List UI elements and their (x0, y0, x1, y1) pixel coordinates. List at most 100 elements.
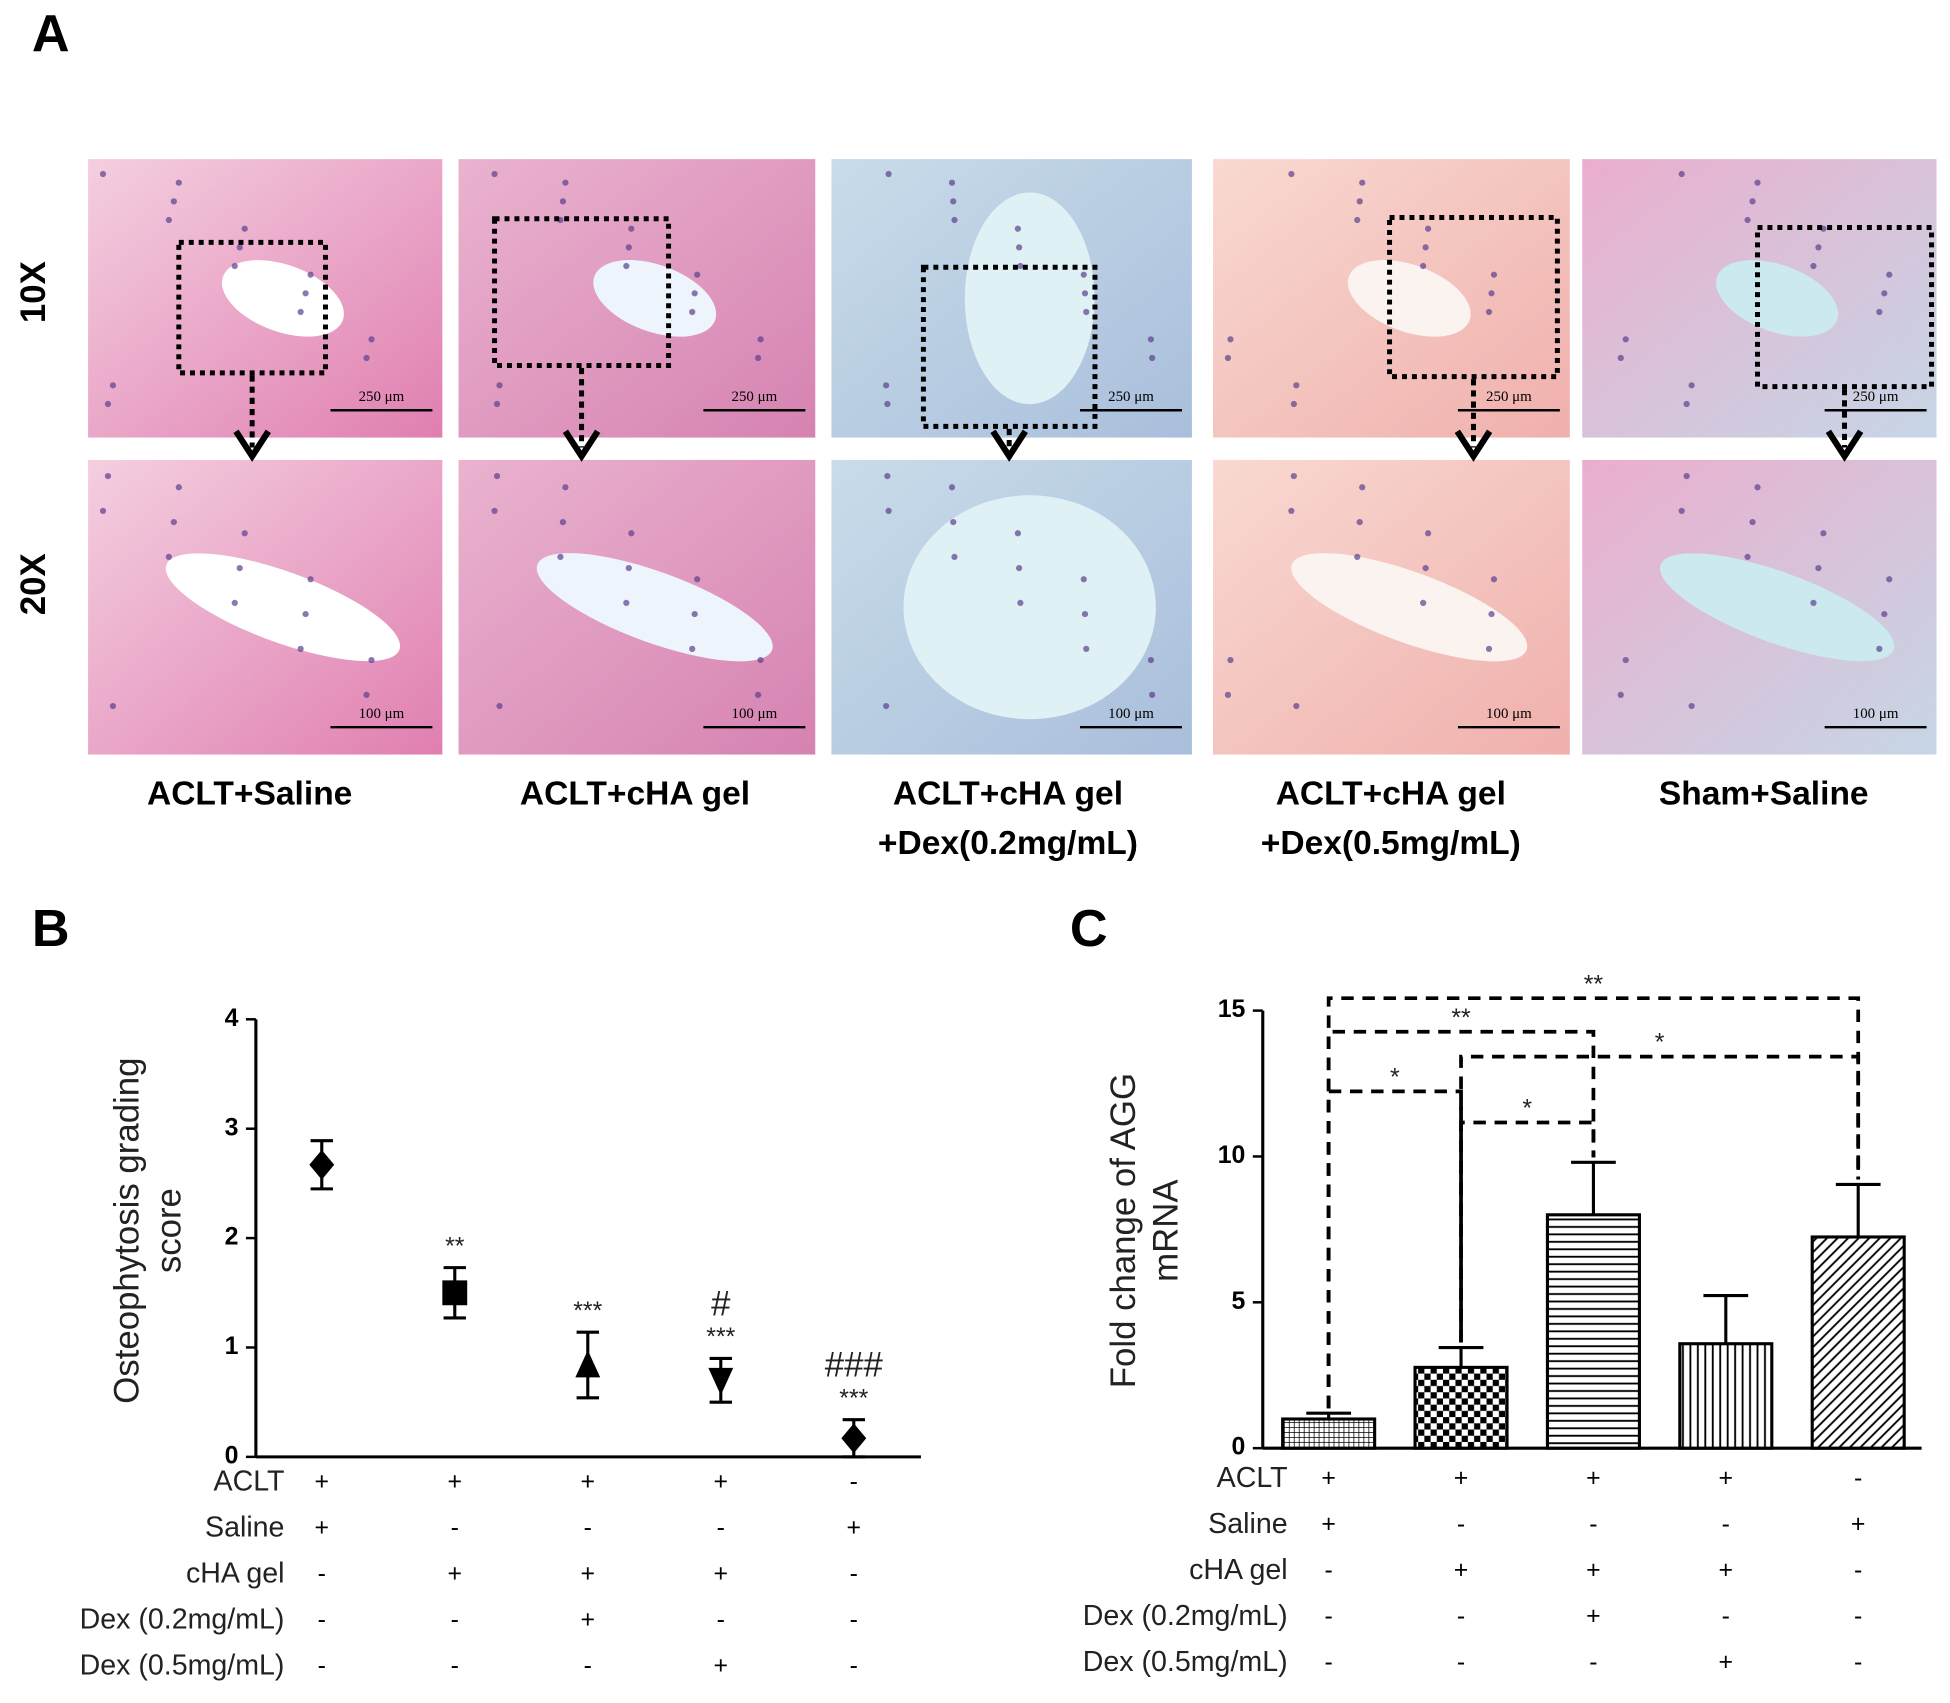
cell-nucleus (562, 179, 569, 186)
cell-nucleus (307, 271, 314, 278)
significance-bracket (1459, 1120, 1596, 1343)
cell-nucleus (1288, 170, 1295, 178)
y-axis-label: mRNA (1146, 1179, 1185, 1282)
cell-nucleus (1617, 354, 1624, 362)
significance-label: *** (706, 1323, 735, 1351)
cell-nucleus (307, 576, 314, 583)
cell-nucleus (496, 702, 503, 710)
cell-nucleus (1424, 225, 1432, 232)
panel-label: C (1070, 900, 1108, 958)
cell-nucleus (689, 308, 696, 316)
cell-nucleus (1815, 244, 1822, 251)
tissue-lumen (536, 553, 773, 662)
scale-bar-label: 100 μm (732, 706, 778, 722)
significance-label: ** (1584, 970, 1604, 998)
condition-mark: - (1854, 1556, 1862, 1584)
cell-nucleus (1810, 599, 1817, 606)
group-caption: +Dex(0.5mg/mL) (1261, 825, 1521, 862)
y-tick-label: 0 (225, 1441, 239, 1469)
zoom-arrowhead (562, 429, 601, 462)
cell-nucleus (493, 400, 501, 408)
cell-nucleus (1149, 691, 1156, 698)
zoom-arrowhead (233, 429, 271, 462)
cell-nucleus (493, 472, 501, 480)
cell-nucleus (165, 216, 172, 224)
cell-nucleus (1678, 170, 1685, 178)
scale-bar-label: 250 μm (1108, 389, 1154, 405)
cell-nucleus (1147, 656, 1155, 664)
cell-nucleus (1149, 354, 1156, 362)
cell-nucleus (1810, 262, 1817, 270)
cell-nucleus (691, 610, 698, 618)
condition-label: Dex (0.5mg/mL) (1083, 1646, 1288, 1678)
y-tick-label: 4 (225, 1004, 239, 1032)
tissue-lumen (1659, 553, 1895, 662)
cell-nucleus (1820, 530, 1827, 537)
cell-nucleus (363, 691, 370, 698)
cell-nucleus (951, 216, 958, 224)
data-point (442, 1280, 468, 1306)
data-point (575, 1350, 601, 1378)
condition-mark: - (717, 1606, 725, 1634)
cell-nucleus (109, 382, 117, 389)
cell-nucleus (562, 484, 569, 491)
cell-nucleus (1688, 702, 1695, 710)
cell-nucleus (1688, 382, 1695, 389)
cell-nucleus (1422, 244, 1429, 251)
cell-nucleus (1227, 336, 1234, 343)
data-point (309, 1149, 335, 1180)
y-tick-label: 2 (225, 1223, 239, 1251)
condition-mark: - (1457, 1510, 1465, 1538)
cell-nucleus (302, 290, 309, 297)
group-caption: ACLT+Saline (147, 775, 352, 812)
scale-bar-label: 100 μm (1108, 706, 1154, 722)
cell-nucleus (559, 198, 567, 205)
condition-mark: + (1586, 1464, 1601, 1492)
cell-nucleus (1488, 610, 1495, 618)
y-tick-label: 0 (1232, 1433, 1246, 1461)
zoom-box (920, 264, 1098, 429)
cell-nucleus (1490, 271, 1498, 278)
cell-nucleus (754, 354, 762, 362)
panel-label: A (32, 5, 70, 63)
cell-nucleus (236, 244, 243, 251)
cell-nucleus (1876, 645, 1883, 652)
y-tick-label: 10 (1218, 1141, 1246, 1169)
condition-mark: - (584, 1514, 592, 1542)
significance-label: * (1390, 1064, 1400, 1092)
group-caption: +Dex(0.2mg/mL) (878, 825, 1138, 862)
error-bar (1703, 1294, 1749, 1344)
cell-nucleus (1014, 530, 1021, 537)
cell-nucleus (1354, 553, 1361, 561)
scale-bar-label: 250 μm (359, 389, 405, 405)
condition-mark: - (584, 1652, 592, 1680)
group-caption: ACLT+cHA gel (893, 775, 1123, 812)
condition-mark: - (1854, 1648, 1862, 1676)
significance-label: # (711, 1284, 731, 1323)
cell-nucleus (1485, 308, 1493, 316)
y-tick-label: 15 (1218, 995, 1246, 1023)
condition-mark: - (1722, 1510, 1730, 1538)
condition-mark: - (318, 1606, 326, 1634)
data-point (841, 1423, 867, 1454)
cell-nucleus (557, 553, 564, 561)
condition-mark: + (1454, 1556, 1469, 1584)
significance-label: * (1522, 1095, 1532, 1123)
zoom-box (176, 239, 328, 376)
cell-nucleus (948, 484, 956, 491)
cell-nucleus (628, 225, 635, 232)
cell-nucleus (694, 271, 701, 278)
cell-nucleus (1083, 308, 1090, 316)
condition-mark: - (850, 1468, 858, 1496)
condition-mark: + (581, 1606, 596, 1634)
cell-nucleus (1886, 576, 1893, 583)
cell-nucleus (1876, 308, 1883, 316)
cell-nucleus (884, 472, 891, 480)
error-bar (1306, 1411, 1352, 1419)
condition-mark: - (1325, 1648, 1333, 1676)
cell-nucleus (1617, 691, 1624, 698)
cell-nucleus (1288, 507, 1295, 515)
cell-nucleus (883, 382, 890, 389)
cell-nucleus (689, 645, 696, 652)
